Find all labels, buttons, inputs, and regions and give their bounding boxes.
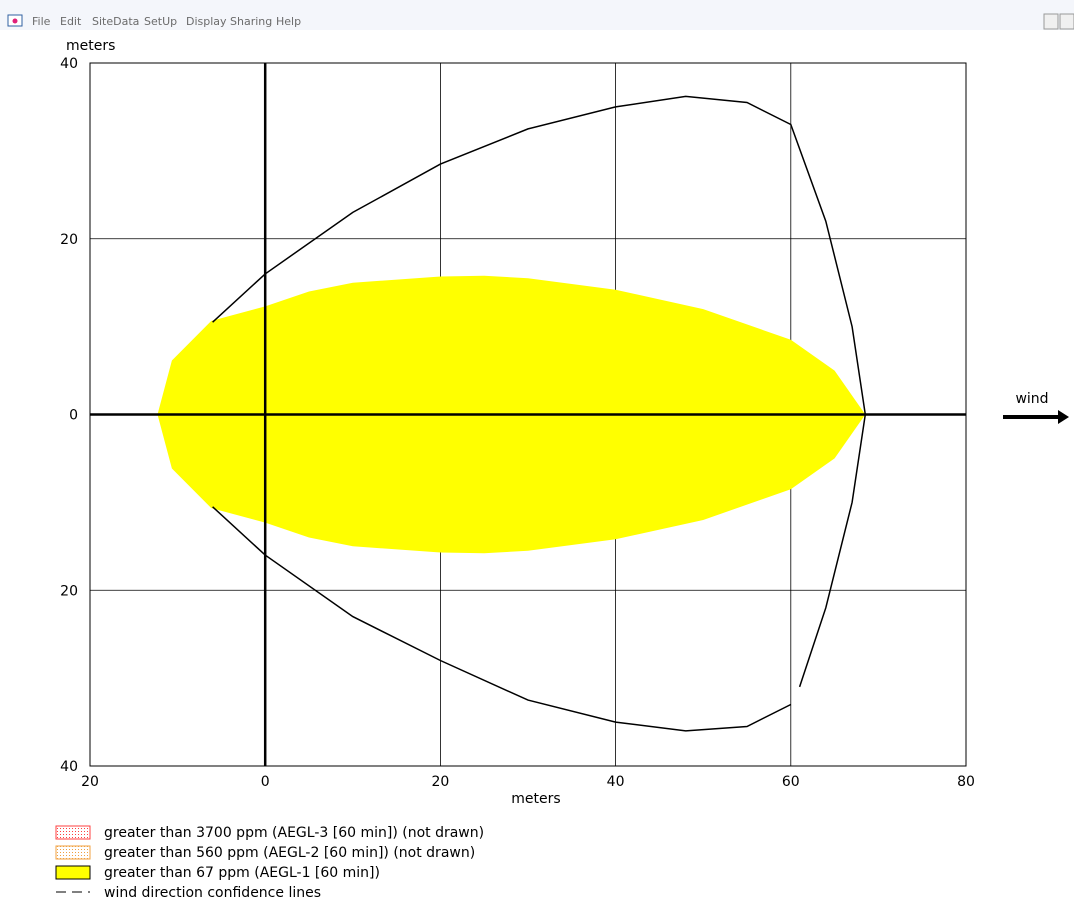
x-tick-label: 20 — [431, 774, 449, 790]
y-tick-label: 20 — [60, 232, 78, 248]
x-tick-label: 80 — [957, 774, 975, 790]
legend-label: greater than 3700 ppm (AEGL-3 [60 min]) … — [104, 825, 484, 841]
legend-label: greater than 560 ppm (AEGL-2 [60 min]) (… — [104, 845, 475, 861]
y-tick-label: 40 — [60, 56, 78, 72]
minimize-button[interactable] — [1043, 13, 1059, 30]
menu-item[interactable]: Display — [186, 15, 227, 28]
menu-bar: File Edit SiteData SetUp Display Sharing Help — [0, 0, 1074, 30]
x-tick-label: 60 — [782, 774, 800, 790]
confidence-line — [212, 95, 867, 732]
legend-swatch — [55, 865, 91, 880]
wind-label: wind — [1015, 391, 1048, 407]
y-axis-label: meters — [66, 38, 115, 54]
menu-item[interactable]: SiteData — [92, 15, 139, 28]
legend-label: wind direction confidence lines — [104, 885, 321, 901]
menu-item[interactable]: Edit — [60, 15, 82, 28]
x-tick-label: 40 — [607, 774, 625, 790]
menu-item[interactable]: Help — [276, 15, 301, 28]
x-axis-label: meters — [511, 791, 560, 807]
wind-arrow-head — [1058, 410, 1069, 424]
legend-swatch — [55, 845, 91, 860]
legend-swatch — [55, 825, 91, 840]
x-tick-label: 0 — [261, 774, 270, 790]
y-tick-label: 0 — [69, 408, 78, 424]
app-icon-dot — [12, 18, 18, 24]
menu-item[interactable]: Sharing — [230, 15, 272, 28]
y-tick-label: 20 — [60, 583, 78, 599]
menu-item[interactable]: SetUp — [144, 15, 177, 28]
y-tick-label: 40 — [60, 759, 78, 775]
restore-button[interactable] — [1059, 13, 1074, 30]
legend-label: greater than 67 ppm (AEGL-1 [60 min]) — [104, 865, 380, 881]
plot-frame — [89, 62, 967, 767]
x-tick-label: 20 — [81, 774, 99, 790]
menu-item[interactable]: File — [32, 15, 51, 28]
menu-background — [0, 0, 1074, 30]
